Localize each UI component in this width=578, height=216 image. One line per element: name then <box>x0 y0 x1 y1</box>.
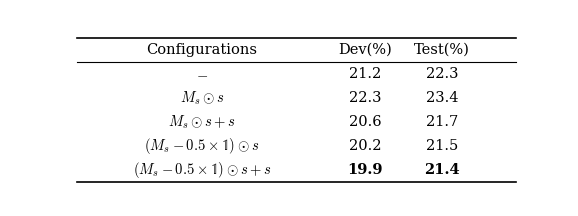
Text: Test(%): Test(%) <box>414 43 470 57</box>
Text: $M_s \odot s + s$: $M_s \odot s + s$ <box>168 113 236 131</box>
Text: 20.2: 20.2 <box>349 139 381 153</box>
Text: 22.3: 22.3 <box>426 67 458 81</box>
Text: 22.3: 22.3 <box>349 91 381 105</box>
Text: $-$: $-$ <box>196 67 208 81</box>
Text: 21.7: 21.7 <box>426 115 458 129</box>
Text: Dev(%): Dev(%) <box>339 43 392 57</box>
Text: $M_s \odot s$: $M_s \odot s$ <box>180 89 224 106</box>
Text: 19.9: 19.9 <box>347 163 383 177</box>
Text: $(M_s - 0.5 \times \mathbb{1}) \odot s$: $(M_s - 0.5 \times \mathbb{1}) \odot s$ <box>144 136 260 156</box>
Text: 23.4: 23.4 <box>426 91 458 105</box>
Text: Configurations: Configurations <box>146 43 257 57</box>
Text: 20.6: 20.6 <box>349 115 381 129</box>
Text: 21.5: 21.5 <box>426 139 458 153</box>
Text: 21.4: 21.4 <box>424 163 460 177</box>
Text: 21.2: 21.2 <box>349 67 381 81</box>
Text: $(M_s - 0.5 \times \mathbb{1}) \odot s + s$: $(M_s - 0.5 \times \mathbb{1}) \odot s +… <box>132 160 271 180</box>
